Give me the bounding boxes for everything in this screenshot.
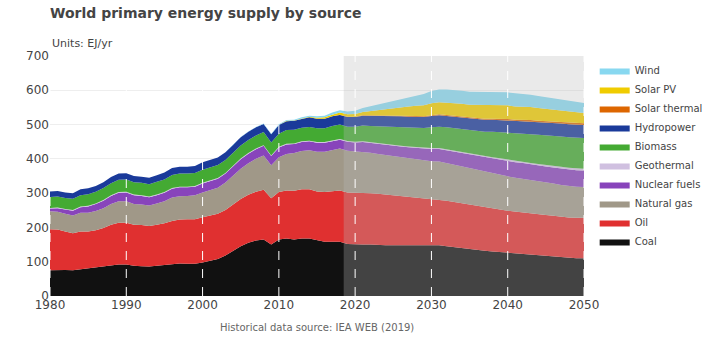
svg-text:2020: 2020: [340, 298, 371, 312]
svg-text:2030: 2030: [416, 298, 447, 312]
svg-text:World primary energy supply by: World primary energy supply by source: [50, 5, 362, 21]
svg-text:2000: 2000: [187, 298, 218, 312]
svg-text:Solar PV: Solar PV: [635, 84, 677, 95]
svg-text:700: 700: [26, 49, 49, 63]
svg-text:Hydropower: Hydropower: [635, 122, 697, 133]
svg-text:200: 200: [26, 221, 49, 235]
svg-text:Solar thermal: Solar thermal: [635, 103, 703, 114]
svg-text:Wind: Wind: [635, 65, 660, 76]
svg-text:Geothermal: Geothermal: [635, 160, 694, 171]
svg-text:Biomass: Biomass: [635, 141, 677, 152]
svg-text:Historical data source: IEA WE: Historical data source: IEA WEB (2019): [220, 322, 414, 333]
svg-text:500: 500: [26, 118, 49, 132]
svg-text:Coal: Coal: [635, 236, 657, 247]
svg-text:1990: 1990: [111, 298, 142, 312]
svg-text:1980: 1980: [35, 298, 66, 312]
svg-text:Oil: Oil: [635, 217, 648, 228]
svg-text:100: 100: [26, 255, 49, 269]
svg-text:600: 600: [26, 83, 49, 97]
svg-text:2050: 2050: [569, 298, 600, 312]
svg-text:Nuclear fuels: Nuclear fuels: [635, 179, 701, 190]
svg-text:400: 400: [26, 152, 49, 166]
svg-text:Natural gas: Natural gas: [635, 198, 693, 209]
svg-text:300: 300: [26, 186, 49, 200]
svg-text:2040: 2040: [492, 298, 523, 312]
svg-text:2010: 2010: [264, 298, 295, 312]
svg-text:Units: EJ/yr: Units: EJ/yr: [52, 37, 113, 50]
svg-text:0: 0: [41, 289, 49, 303]
